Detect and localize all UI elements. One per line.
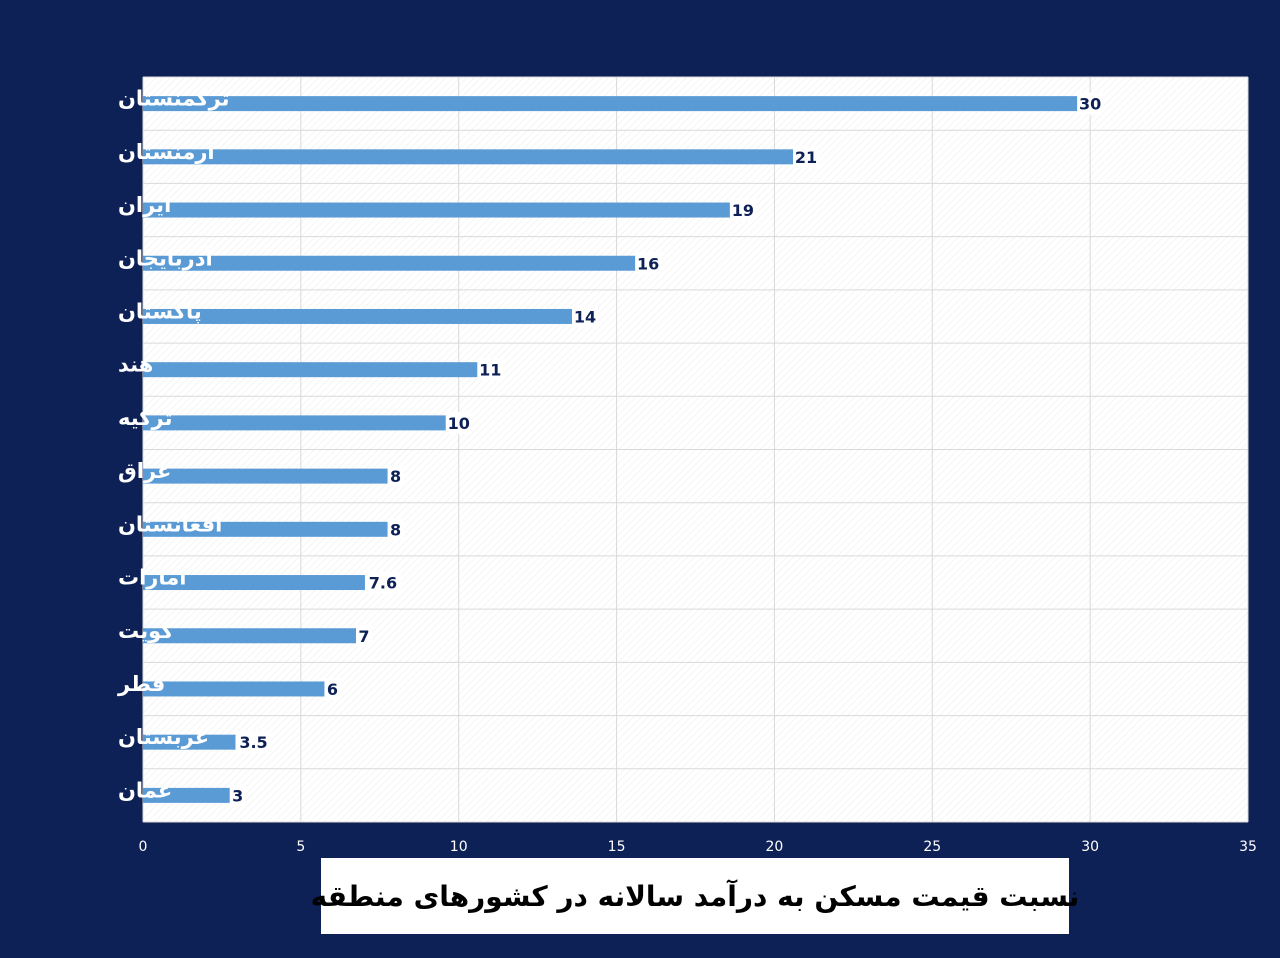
x-tick-label: 15 [608, 839, 626, 855]
data-label: 11 [479, 361, 501, 380]
bar [143, 362, 491, 378]
x-tick-label: 30 [1081, 839, 1099, 855]
data-label: 7 [358, 627, 369, 646]
data-label-background [387, 465, 404, 488]
data-label: 10 [448, 414, 470, 433]
data-label-background [793, 145, 819, 168]
data-label-background [324, 677, 341, 700]
x-tick-label: 10 [450, 839, 468, 855]
category-label: امارات [118, 566, 186, 590]
category-label: افغانستان [118, 512, 222, 536]
bar [143, 734, 254, 750]
x-axis-tick-labels: 0 5 10 15 20 25 30 35 [139, 839, 1257, 855]
chart-title-box: نسبت قیمت مسکن به درآمد سالانه در کشورها… [311, 858, 1079, 934]
bar [143, 149, 806, 165]
category-label: ارمنستان [118, 140, 215, 164]
data-label: 8 [390, 520, 401, 539]
data-label-background [1077, 92, 1104, 115]
chart-title: نسبت قیمت مسکن به درآمد سالانه در کشورها… [310, 879, 1080, 913]
data-label: 19 [732, 201, 754, 220]
category-label: ترکمنستان [118, 87, 230, 111]
data-label: 30 [1079, 95, 1101, 114]
category-label: عراق [118, 459, 171, 483]
data-label: 7.6 [369, 574, 397, 593]
bar [143, 415, 459, 431]
x-tick-label: 35 [1239, 839, 1257, 855]
category-label: عمان [118, 778, 172, 802]
x-tick-label: 25 [923, 839, 941, 855]
x-tick-label: 20 [766, 839, 784, 855]
data-label: 16 [637, 254, 659, 273]
bar [143, 681, 333, 697]
data-label: 14 [574, 307, 596, 326]
bar [143, 96, 1091, 112]
bar [143, 202, 743, 218]
data-label: 21 [795, 148, 817, 167]
data-label-background [387, 518, 404, 541]
data-label: 3.5 [239, 733, 267, 752]
bar [143, 628, 364, 644]
data-label-background [356, 624, 372, 647]
data-label-background [572, 305, 598, 328]
data-label: 6 [327, 680, 338, 699]
category-label: قطر [117, 672, 165, 696]
bar [143, 575, 383, 591]
category-label: ایران [118, 193, 171, 217]
bars: 30 21 19 16 14 11 10 8 8 7.6 7 6 3.5 3 [143, 92, 1104, 807]
data-label-background [729, 199, 756, 222]
data-label-background [229, 784, 246, 807]
data-label-background [445, 411, 472, 434]
category-labels: ترکمنستان ارمنستان ایران آذربایجان پاکستان هن… [117, 87, 230, 803]
category-label: پاکستان [118, 299, 202, 323]
category-label: ترکیه [118, 406, 172, 430]
x-tick-label: 5 [296, 839, 305, 855]
data-label-background [235, 731, 272, 754]
data-label-background [477, 358, 504, 381]
category-label: هند [118, 353, 153, 377]
bar [143, 787, 238, 803]
data-label: 8 [390, 467, 401, 486]
category-label: کویت [118, 619, 174, 643]
bar [143, 255, 649, 271]
x-tick-label: 0 [139, 839, 148, 855]
category-label: عربستان [118, 725, 209, 749]
data-label-background [635, 252, 662, 275]
data-label: 3 [232, 786, 243, 805]
bar [143, 308, 585, 324]
category-label: آذربایجان [118, 245, 213, 270]
grid-lines [142, 76, 1249, 823]
data-label-background [364, 571, 401, 594]
bar [143, 468, 396, 484]
bar [143, 521, 396, 537]
